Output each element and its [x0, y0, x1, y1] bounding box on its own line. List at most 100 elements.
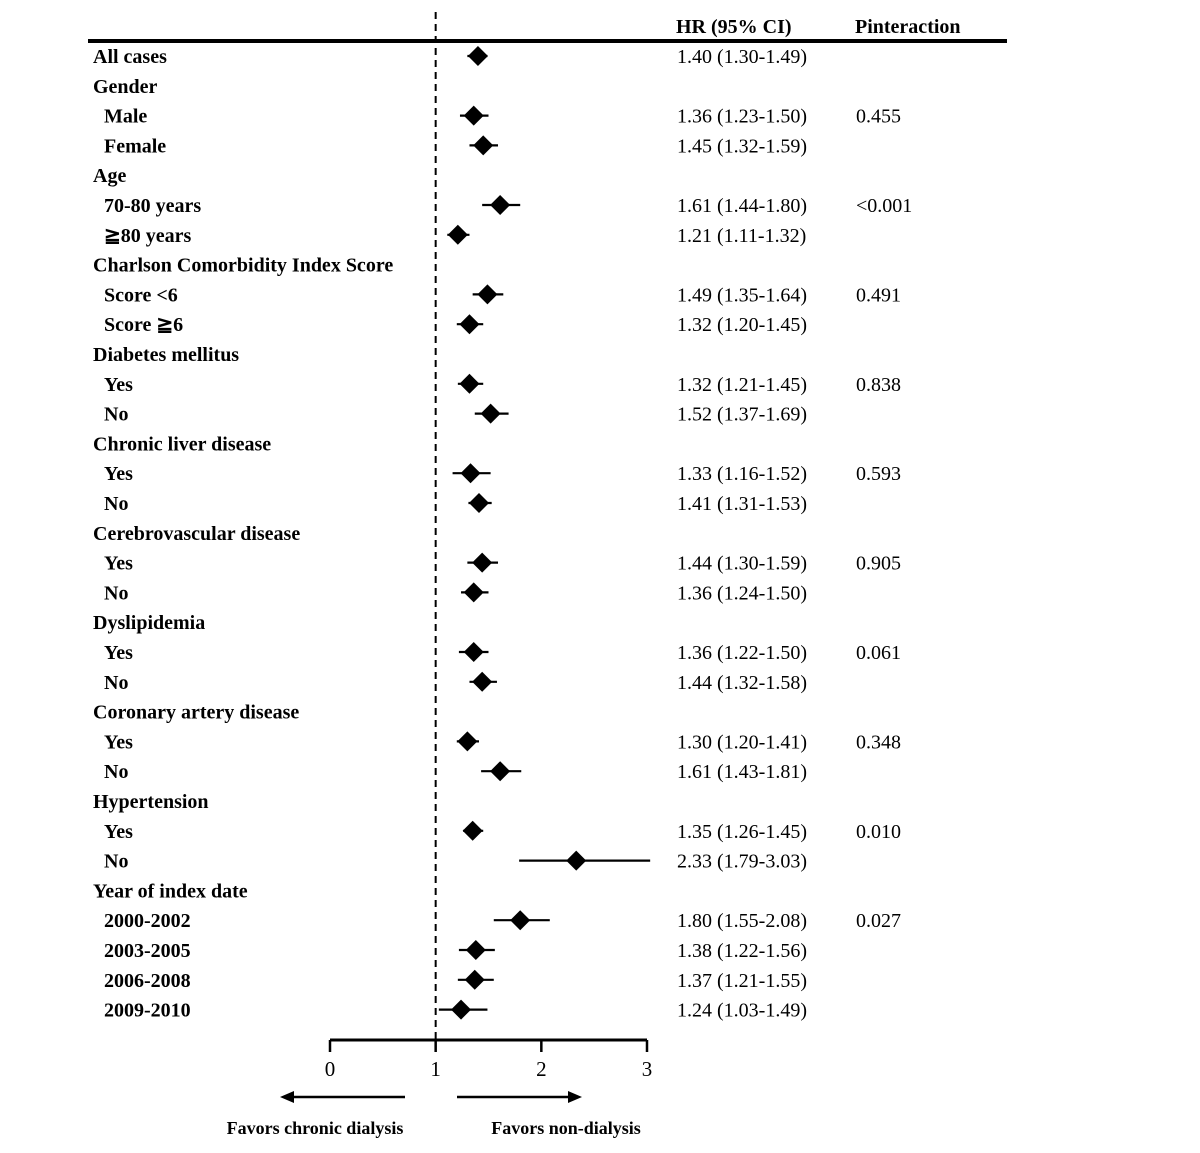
subgroup-label: Yes — [104, 642, 133, 664]
hr-point — [477, 284, 498, 305]
p-interaction-value: 0.061 — [856, 642, 901, 664]
subgroup-label: Score <6 — [104, 284, 178, 306]
hr-point — [472, 671, 493, 692]
hr-point — [459, 373, 480, 394]
subgroup-label: No — [104, 851, 128, 873]
p-interaction-value: 0.027 — [856, 910, 901, 932]
subgroup-label: Female — [104, 135, 166, 157]
hr-point — [463, 642, 484, 662]
hr-point — [460, 463, 481, 484]
hr-value: 1.33 (1.16-1.52) — [677, 463, 807, 485]
group-label: Chronic liver disease — [93, 433, 271, 455]
x-tick-label: 0 — [325, 1057, 336, 1081]
hr-point — [447, 224, 468, 245]
subgroup-label: No — [104, 672, 128, 694]
hr-value: 1.32 (1.20-1.45) — [677, 314, 807, 336]
group-label: Cerebrovascular disease — [93, 523, 300, 545]
subgroup-label: 2006-2008 — [104, 970, 191, 992]
subgroup-label: 2009-2010 — [104, 1000, 191, 1022]
subgroup-label: Yes — [104, 731, 133, 753]
hr-value: 1.61 (1.43-1.81) — [677, 761, 807, 783]
p-interaction-value: <0.001 — [856, 195, 912, 217]
subgroup-label: No — [104, 493, 128, 515]
favors-left-label: Favors chronic dialysis — [227, 1118, 404, 1138]
left-arrow-head — [280, 1091, 294, 1103]
group-label: Hypertension — [93, 791, 209, 813]
group-label: Diabetes mellitus — [93, 344, 239, 366]
hr-value: 1.36 (1.23-1.50) — [677, 106, 807, 128]
x-tick-label: 1 — [430, 1057, 441, 1081]
hr-point — [468, 493, 489, 513]
hr-value: 1.21 (1.11-1.32) — [677, 225, 806, 247]
hr-point — [566, 850, 587, 871]
rows-layer: All cases 1.40 (1.30-1.49) Gender Male 1.36 … — [93, 46, 912, 1022]
p-interaction-value: 0.593 — [856, 463, 901, 485]
hr-value: 1.44 (1.30-1.59) — [677, 553, 807, 575]
p-interaction-value: 0.491 — [856, 284, 901, 306]
hr-point — [467, 46, 488, 66]
favors-right-label: Favors non-dialysis — [491, 1118, 641, 1138]
subgroup-label: Yes — [104, 463, 133, 485]
right-arrow-head — [568, 1091, 582, 1103]
hr-point — [480, 403, 501, 424]
hr-point — [490, 195, 511, 215]
subgroup-label: 70-80 years — [104, 195, 201, 217]
hr-value: 1.32 (1.21-1.45) — [677, 374, 807, 396]
subgroup-label: Yes — [104, 374, 133, 396]
p-interaction-value: 0.838 — [856, 374, 901, 396]
hr-point — [463, 582, 484, 603]
subgroup-label: No — [104, 404, 128, 426]
group-label: Charlson Comorbidity Index Score — [93, 255, 393, 277]
hr-value: 2.33 (1.79-3.03) — [677, 851, 807, 873]
hr-value: 1.30 (1.20-1.41) — [677, 731, 807, 753]
hr-value: 1.40 (1.30-1.49) — [677, 46, 807, 68]
hr-value: 1.36 (1.24-1.50) — [677, 582, 807, 604]
group-label: All cases — [93, 46, 167, 68]
hr-value: 1.52 (1.37-1.69) — [677, 404, 807, 426]
group-label: Gender — [93, 76, 158, 98]
hr-point — [473, 135, 494, 156]
group-label: Year of index date — [93, 880, 248, 902]
p-interaction-value: 0.010 — [856, 821, 901, 843]
hr-point — [462, 820, 483, 841]
hr-point — [459, 314, 480, 335]
p-interaction-value: 0.905 — [856, 553, 901, 575]
hr-value: 1.38 (1.22-1.56) — [677, 940, 807, 962]
x-tick-label: 2 — [536, 1057, 547, 1081]
subgroup-label: Score ≧6 — [104, 314, 183, 336]
hr-point — [510, 910, 531, 931]
hr-column-header: HR (95% CI) — [676, 16, 792, 38]
hr-point — [490, 761, 511, 782]
hr-value: 1.36 (1.22-1.50) — [677, 642, 807, 664]
hr-value: 1.35 (1.26-1.45) — [677, 821, 807, 843]
group-label: Age — [93, 165, 126, 187]
x-tick-label: 3 — [642, 1057, 653, 1081]
hr-value: 1.45 (1.32-1.59) — [677, 135, 807, 157]
group-label: Coronary artery disease — [93, 702, 299, 724]
hr-value: 1.61 (1.44-1.80) — [677, 195, 807, 217]
p-interaction-column-header: Pinteraction — [855, 16, 961, 38]
hr-value: 1.44 (1.32-1.58) — [677, 672, 807, 694]
p-interaction-value: 0.348 — [856, 731, 901, 753]
subgroup-label: ≧80 years — [104, 225, 192, 247]
hr-value: 1.49 (1.35-1.64) — [677, 284, 807, 306]
p-interaction-value: 0.455 — [856, 106, 901, 128]
group-label: Dyslipidemia — [93, 612, 205, 634]
subgroup-label: Male — [104, 106, 147, 128]
subgroup-label: No — [104, 761, 128, 783]
subgroup-label: Yes — [104, 553, 133, 575]
x-axis: 0 1 2 3 — [280, 12, 652, 1103]
hr-value: 1.37 (1.21-1.55) — [677, 970, 807, 992]
hr-point — [457, 731, 478, 752]
hr-point — [465, 940, 486, 960]
hr-point — [472, 552, 493, 573]
hr-value: 1.80 (1.55-2.08) — [677, 910, 807, 932]
subgroup-label: No — [104, 582, 128, 604]
hr-point — [463, 105, 484, 126]
hr-value: 1.24 (1.03-1.49) — [677, 1000, 807, 1022]
hr-value: 1.41 (1.31-1.53) — [677, 493, 807, 515]
hr-point — [464, 969, 485, 990]
subgroup-label: Yes — [104, 821, 133, 843]
subgroup-label: 2000-2002 — [104, 910, 191, 932]
